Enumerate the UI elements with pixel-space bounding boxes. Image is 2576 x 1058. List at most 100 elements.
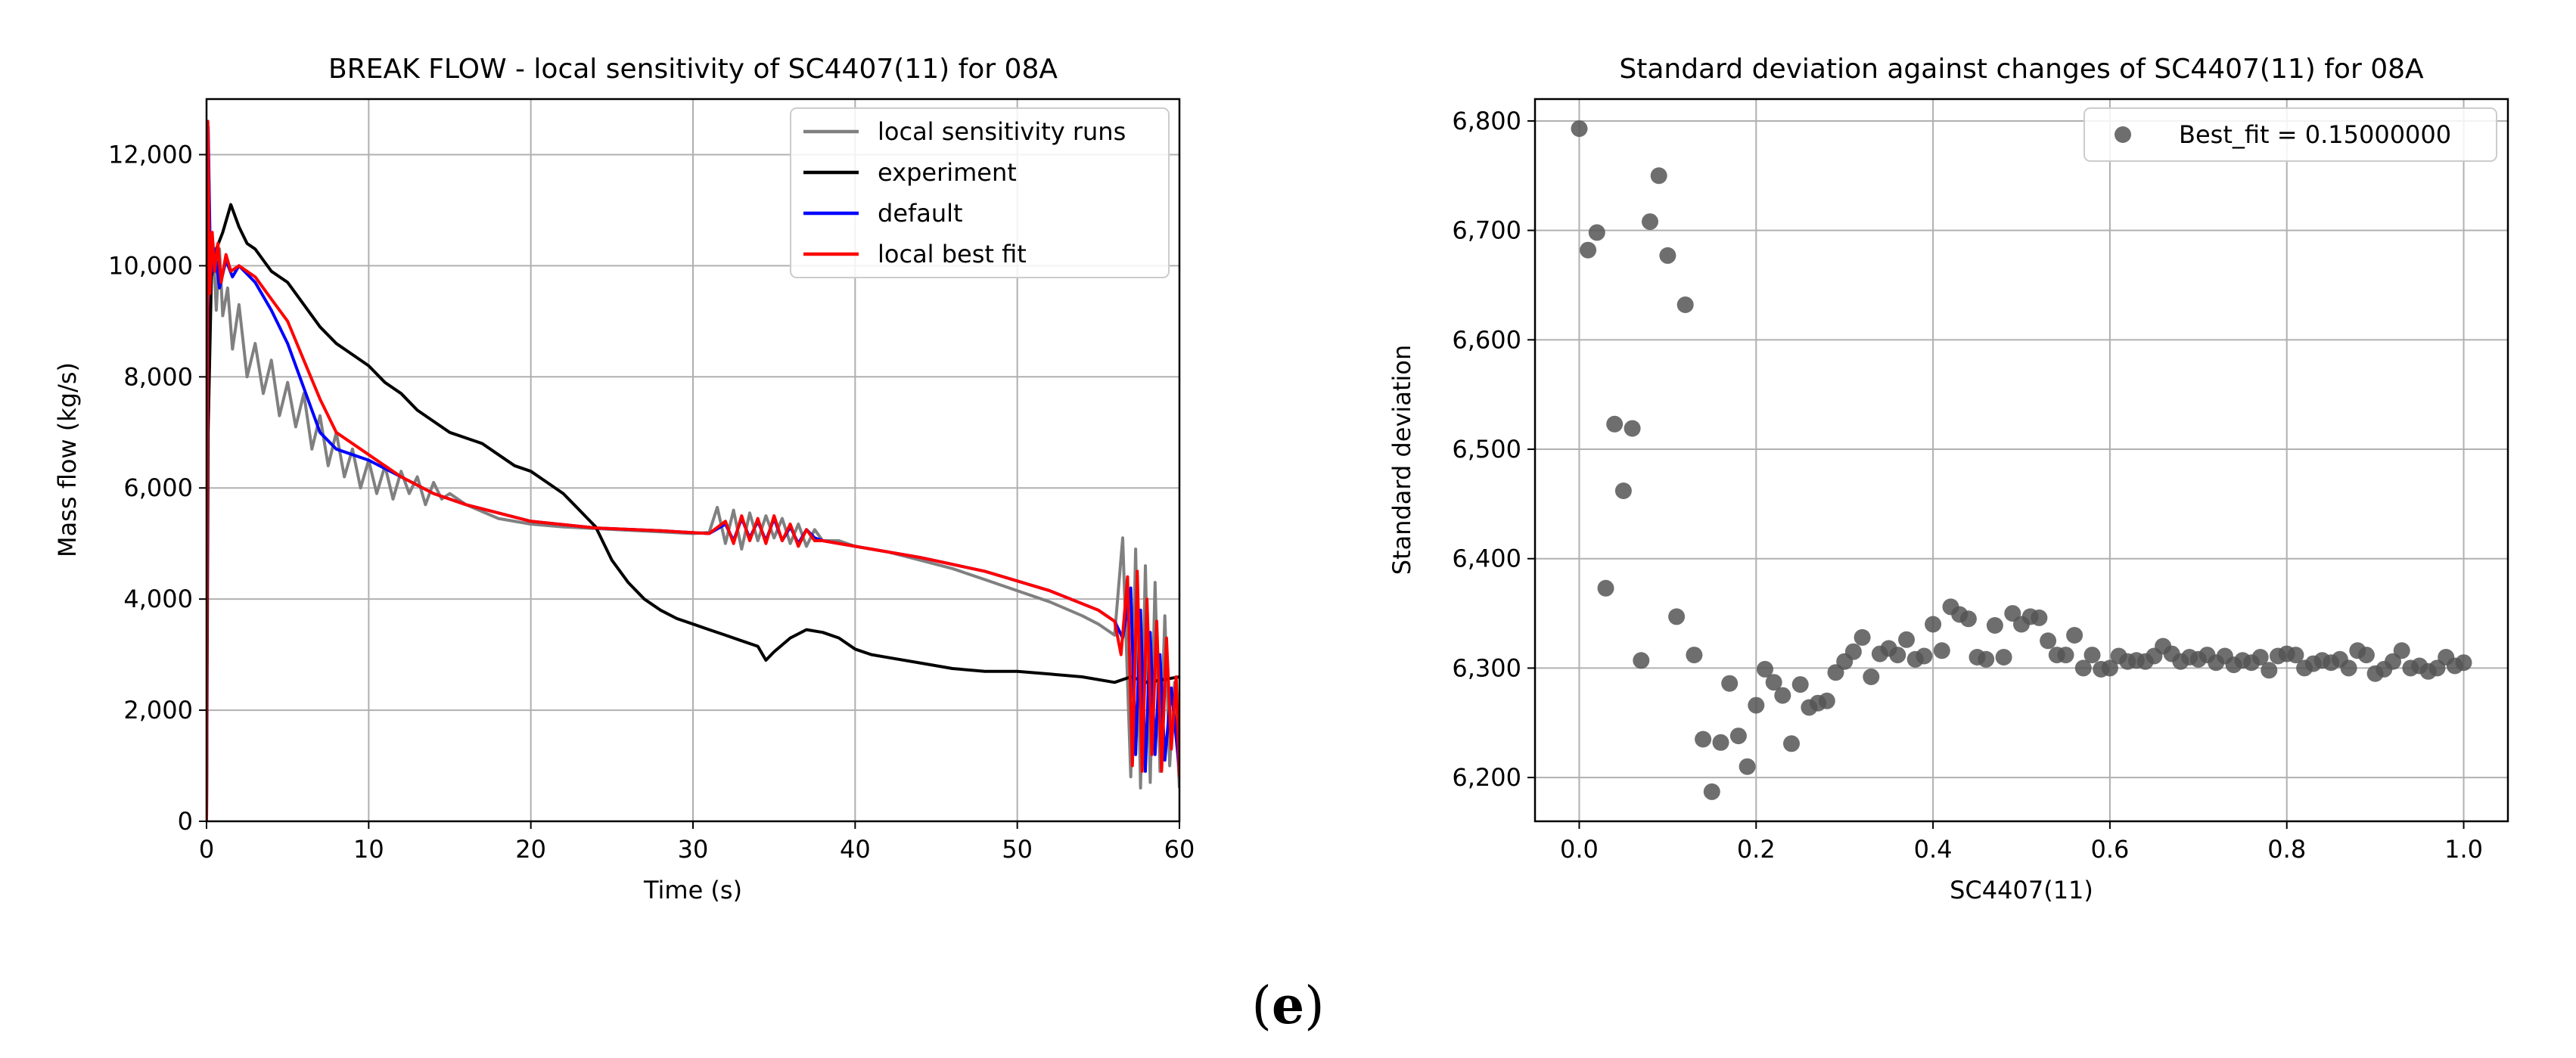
chart1-y-tick-label: 6,400 bbox=[1452, 545, 1521, 573]
chart0-y-tick-label: 10,000 bbox=[108, 251, 193, 280]
chart0-x-tick-label: 10 bbox=[353, 835, 384, 864]
scatter-point bbox=[2340, 659, 2357, 677]
chart0-x-label: Time (s) bbox=[643, 876, 742, 904]
chart1-series-group bbox=[1571, 120, 2472, 800]
panel-label-letter: e bbox=[1271, 976, 1305, 1036]
chart1-y-tick-label: 6,300 bbox=[1452, 653, 1521, 682]
scatter-point bbox=[1739, 758, 1756, 775]
scatter-point bbox=[1571, 120, 1588, 138]
scatter-point bbox=[1703, 783, 1720, 800]
scatter-point bbox=[1791, 676, 1809, 693]
scatter-point bbox=[1695, 731, 1712, 748]
chart1-title: Standard deviation against changes of SC… bbox=[1619, 54, 2424, 85]
chart0-x-tick-label: 60 bbox=[1164, 835, 1195, 864]
scatter-point bbox=[2393, 642, 2410, 659]
scatter-point bbox=[2031, 609, 2048, 626]
scatter-point bbox=[1844, 643, 1862, 660]
scatter-point bbox=[1783, 735, 1800, 752]
legend-marker bbox=[2115, 126, 2131, 143]
scatter-point bbox=[1588, 224, 1605, 241]
chart0-x-tick-label: 0 bbox=[199, 835, 214, 864]
chart1-y-label: Standard deviation bbox=[1387, 345, 1416, 575]
scatter-point bbox=[1642, 213, 1658, 231]
chart0-y-tick-label: 8,000 bbox=[123, 362, 193, 391]
chart1-y-tick-label: 6,800 bbox=[1452, 107, 1521, 135]
scatter-point bbox=[1633, 652, 1650, 669]
chart1-x-tick-label: 1.0 bbox=[2444, 835, 2483, 864]
scatter-point bbox=[2066, 627, 2083, 644]
scatter-point bbox=[1978, 650, 1995, 668]
scatter-point bbox=[1659, 247, 1676, 264]
legend-label-best-fit: Best_fit = 0.15000000 bbox=[2179, 120, 2451, 149]
scatter-point bbox=[1676, 296, 1694, 313]
scatter-point bbox=[2057, 647, 2074, 664]
scatter-point bbox=[2083, 647, 2101, 664]
scatter-point bbox=[1729, 728, 1747, 745]
chart0-x-tick-label: 50 bbox=[1002, 835, 1033, 864]
scatter-point bbox=[1916, 647, 1933, 665]
std-deviation-chart: 0.0 0.2 0.4 0.6 0.8 1.0 6,2006,3006,4006,5006… bbox=[1387, 54, 2509, 904]
chart1-y-ticks: 6,200 6,300 6,400 6,500 6,600 6,700 6,800 bbox=[1452, 107, 1535, 792]
chart1-x-ticks: 0.0 0.2 0.4 0.6 0.8 1.0 bbox=[1560, 821, 2483, 864]
scatter-point bbox=[2287, 647, 2304, 664]
scatter-point bbox=[1606, 415, 1624, 433]
scatter-point bbox=[1624, 420, 1641, 437]
chart1-y-tick-label: 6,600 bbox=[1452, 325, 1521, 354]
chart1-y-tick-label: 6,200 bbox=[1452, 763, 1521, 792]
chart1-legend: Best_fit = 0.15000000 bbox=[2083, 107, 2497, 162]
scatter-point bbox=[1925, 616, 1942, 633]
chart0-legend-box bbox=[790, 107, 1170, 278]
chart0-series-group bbox=[207, 119, 1179, 821]
scatter-point bbox=[1712, 734, 1729, 751]
chart1-x-tick-label: 0.8 bbox=[2267, 835, 2306, 864]
legend-label-default: default bbox=[878, 199, 963, 228]
scatter-point bbox=[1765, 674, 1782, 691]
chart0-x-tick-label: 30 bbox=[678, 835, 709, 864]
chart0-y-label: Mass flow (kg/s) bbox=[53, 362, 82, 557]
scatter-point bbox=[2074, 659, 2092, 677]
scatter-point bbox=[1889, 647, 1906, 664]
legend-label-local-best-fit: local best fit bbox=[878, 240, 1027, 268]
scatter-point bbox=[1986, 617, 2003, 634]
scatter-point bbox=[1863, 669, 1880, 685]
scatter-point bbox=[2101, 659, 2118, 677]
chart1-y-tick-label: 6,700 bbox=[1452, 216, 1521, 245]
chart0-title: BREAK FLOW - local sensitivity of SC4407… bbox=[328, 54, 1058, 85]
chart1-x-label: SC4407(11) bbox=[1950, 876, 2093, 904]
chart0-x-ticks: 0 10 20 30 40 50 60 bbox=[199, 821, 1195, 864]
chart0-y-ticks: 0 2,000 4,000 6,000 8,000 10,000 12,000 bbox=[108, 140, 207, 836]
chart1-legend-box bbox=[2083, 107, 2497, 162]
scatter-point bbox=[2261, 662, 2278, 679]
scatter-point bbox=[1774, 687, 1791, 704]
panel-label: (e) bbox=[0, 976, 2576, 1036]
chart0-y-tick-label: 0 bbox=[178, 807, 193, 836]
chart0-y-tick-label: 2,000 bbox=[123, 696, 193, 724]
panel-label-close: ) bbox=[1304, 976, 1325, 1036]
scatter-point bbox=[1748, 697, 1765, 714]
scatter-point bbox=[1580, 241, 1597, 259]
chart1-x-tick-label: 0.2 bbox=[1737, 835, 1776, 864]
scatter-point bbox=[2357, 647, 2375, 664]
chart0-y-tick-label: 12,000 bbox=[108, 140, 193, 169]
scatter-point bbox=[1614, 482, 1632, 499]
scatter-point bbox=[1818, 692, 1835, 709]
scatter-point bbox=[1597, 579, 1614, 597]
scatter-point bbox=[1668, 608, 1686, 625]
chart0-legend: local sensitivity runs experiment default l… bbox=[790, 107, 1170, 278]
panel-label-open: ( bbox=[1251, 976, 1272, 1036]
scatter-point bbox=[1959, 610, 1977, 628]
scatter-point bbox=[1995, 649, 2012, 666]
legend-label-experiment: experiment bbox=[878, 158, 1017, 187]
chart0-x-tick-label: 20 bbox=[515, 835, 546, 864]
scatter-point bbox=[1650, 167, 1667, 185]
chart1-y-tick-label: 6,500 bbox=[1452, 435, 1521, 464]
scatter-point bbox=[2455, 654, 2472, 672]
scatter-point bbox=[1898, 631, 1915, 648]
scatter-point bbox=[2040, 632, 2057, 650]
chart0-y-tick-label: 6,000 bbox=[123, 473, 193, 502]
chart1-x-tick-label: 0.0 bbox=[1560, 835, 1599, 864]
chart1-plot-frame bbox=[1535, 99, 2508, 821]
chart1-axes-border bbox=[1533, 98, 2509, 823]
scatter-point bbox=[1854, 628, 1871, 646]
